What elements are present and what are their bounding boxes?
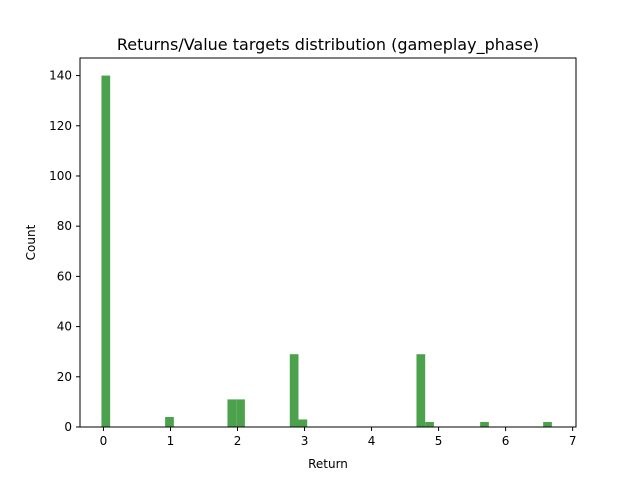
y-tick-label: 120 xyxy=(49,119,72,133)
histogram-bar xyxy=(298,419,308,427)
histogram-bar xyxy=(101,75,111,428)
x-tick-label: 6 xyxy=(502,434,510,448)
y-tick-label: 100 xyxy=(49,169,72,183)
y-tick-label: 140 xyxy=(49,69,72,83)
x-tick-label: 0 xyxy=(100,434,108,448)
y-tick-label: 20 xyxy=(57,370,72,384)
y-tick-label: 0 xyxy=(64,420,72,434)
histogram-bar xyxy=(480,421,489,427)
x-tick-label: 5 xyxy=(435,434,443,448)
histogram-bar xyxy=(165,416,174,427)
chart-title: Returns/Value targets distribution (game… xyxy=(117,35,539,55)
histogram-bar xyxy=(425,421,434,427)
histogram-bar xyxy=(236,399,245,427)
y-axis-ticks: 0 20 40 60 80 100 120 140 xyxy=(49,69,80,434)
x-tick-label: 4 xyxy=(368,434,376,448)
y-axis-label: Count xyxy=(24,224,38,260)
x-tick-label: 2 xyxy=(234,434,242,448)
bars-group xyxy=(101,75,552,428)
x-tick-label: 3 xyxy=(301,434,309,448)
y-tick-label: 60 xyxy=(57,269,72,283)
x-tick-label: 7 xyxy=(569,434,577,448)
plot-frame xyxy=(79,57,577,428)
histogram-bar xyxy=(289,354,299,427)
x-axis-ticks: 0 1 2 3 4 5 6 7 xyxy=(100,427,577,448)
x-tick-label: 1 xyxy=(167,434,175,448)
y-tick-label: 40 xyxy=(57,320,72,334)
histogram-bar xyxy=(543,421,552,427)
x-axis-label: Return xyxy=(308,457,348,471)
y-tick-label: 80 xyxy=(57,219,72,233)
histogram-bar xyxy=(227,399,237,427)
histogram-bar xyxy=(416,354,426,427)
